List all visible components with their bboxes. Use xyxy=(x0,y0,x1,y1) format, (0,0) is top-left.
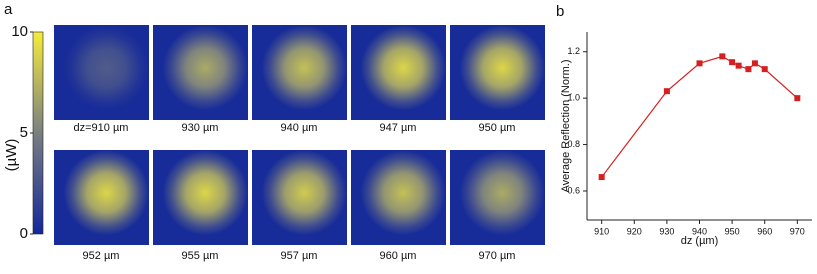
image-label: 930 µm xyxy=(182,122,219,134)
y-axis-label: Average Reflection (Norm.) xyxy=(560,59,572,192)
x-tick-label: 950 xyxy=(725,226,740,236)
x-axis-label: dz (µm) xyxy=(681,235,719,247)
x-tick-label: 930 xyxy=(659,226,674,236)
y-tick-label: 0.6 xyxy=(567,185,580,195)
x-tick-label: 970 xyxy=(790,226,805,236)
panel-label: a xyxy=(4,1,13,18)
x-tick-label: 910 xyxy=(594,226,609,236)
y-tick-label: 1.2 xyxy=(567,46,580,56)
marker xyxy=(745,66,752,73)
image-intensity xyxy=(252,25,347,120)
image-intensity xyxy=(54,25,149,120)
image-label: 960 µm xyxy=(380,250,417,262)
marker xyxy=(729,59,736,66)
marker xyxy=(719,53,726,60)
marker xyxy=(761,66,768,73)
image-intensity xyxy=(450,25,545,120)
image-label: 950 µm xyxy=(479,122,516,134)
image-intensity xyxy=(153,25,248,120)
y-tick-label: 1.0 xyxy=(567,93,580,103)
marker xyxy=(794,95,801,102)
marker xyxy=(751,60,758,67)
image-intensity xyxy=(153,150,248,245)
panel-label: b xyxy=(556,3,564,20)
colorbar-tick-label: 10 xyxy=(11,23,28,40)
x-tick-label: 920 xyxy=(627,226,642,236)
image-label: 947 µm xyxy=(380,122,417,134)
image-label: 955 µm xyxy=(182,250,219,262)
image-intensity xyxy=(351,25,446,120)
image-intensity xyxy=(351,150,446,245)
image-intensity xyxy=(252,150,347,245)
image-label: 957 µm xyxy=(281,250,318,262)
colorbar xyxy=(32,31,44,235)
marker xyxy=(696,60,703,67)
marker xyxy=(663,88,670,95)
image-label: 952 µm xyxy=(83,250,120,262)
image-label: dz=910 µm xyxy=(74,122,129,134)
x-tick-label: 960 xyxy=(757,226,772,236)
marker xyxy=(598,174,605,181)
colorbar-tick-label: 5 xyxy=(20,124,28,141)
image-intensity xyxy=(54,150,149,245)
image-label: 970 µm xyxy=(479,250,516,262)
marker xyxy=(735,62,742,69)
colorbar-label: (µW) xyxy=(3,139,20,172)
image-label: 940 µm xyxy=(281,122,318,134)
line xyxy=(601,55,798,178)
x-tick-label: 940 xyxy=(692,226,707,236)
y-tick-label: 0.8 xyxy=(567,139,580,149)
colorbar-tick-label: 0 xyxy=(20,225,28,242)
image-intensity xyxy=(450,150,545,245)
